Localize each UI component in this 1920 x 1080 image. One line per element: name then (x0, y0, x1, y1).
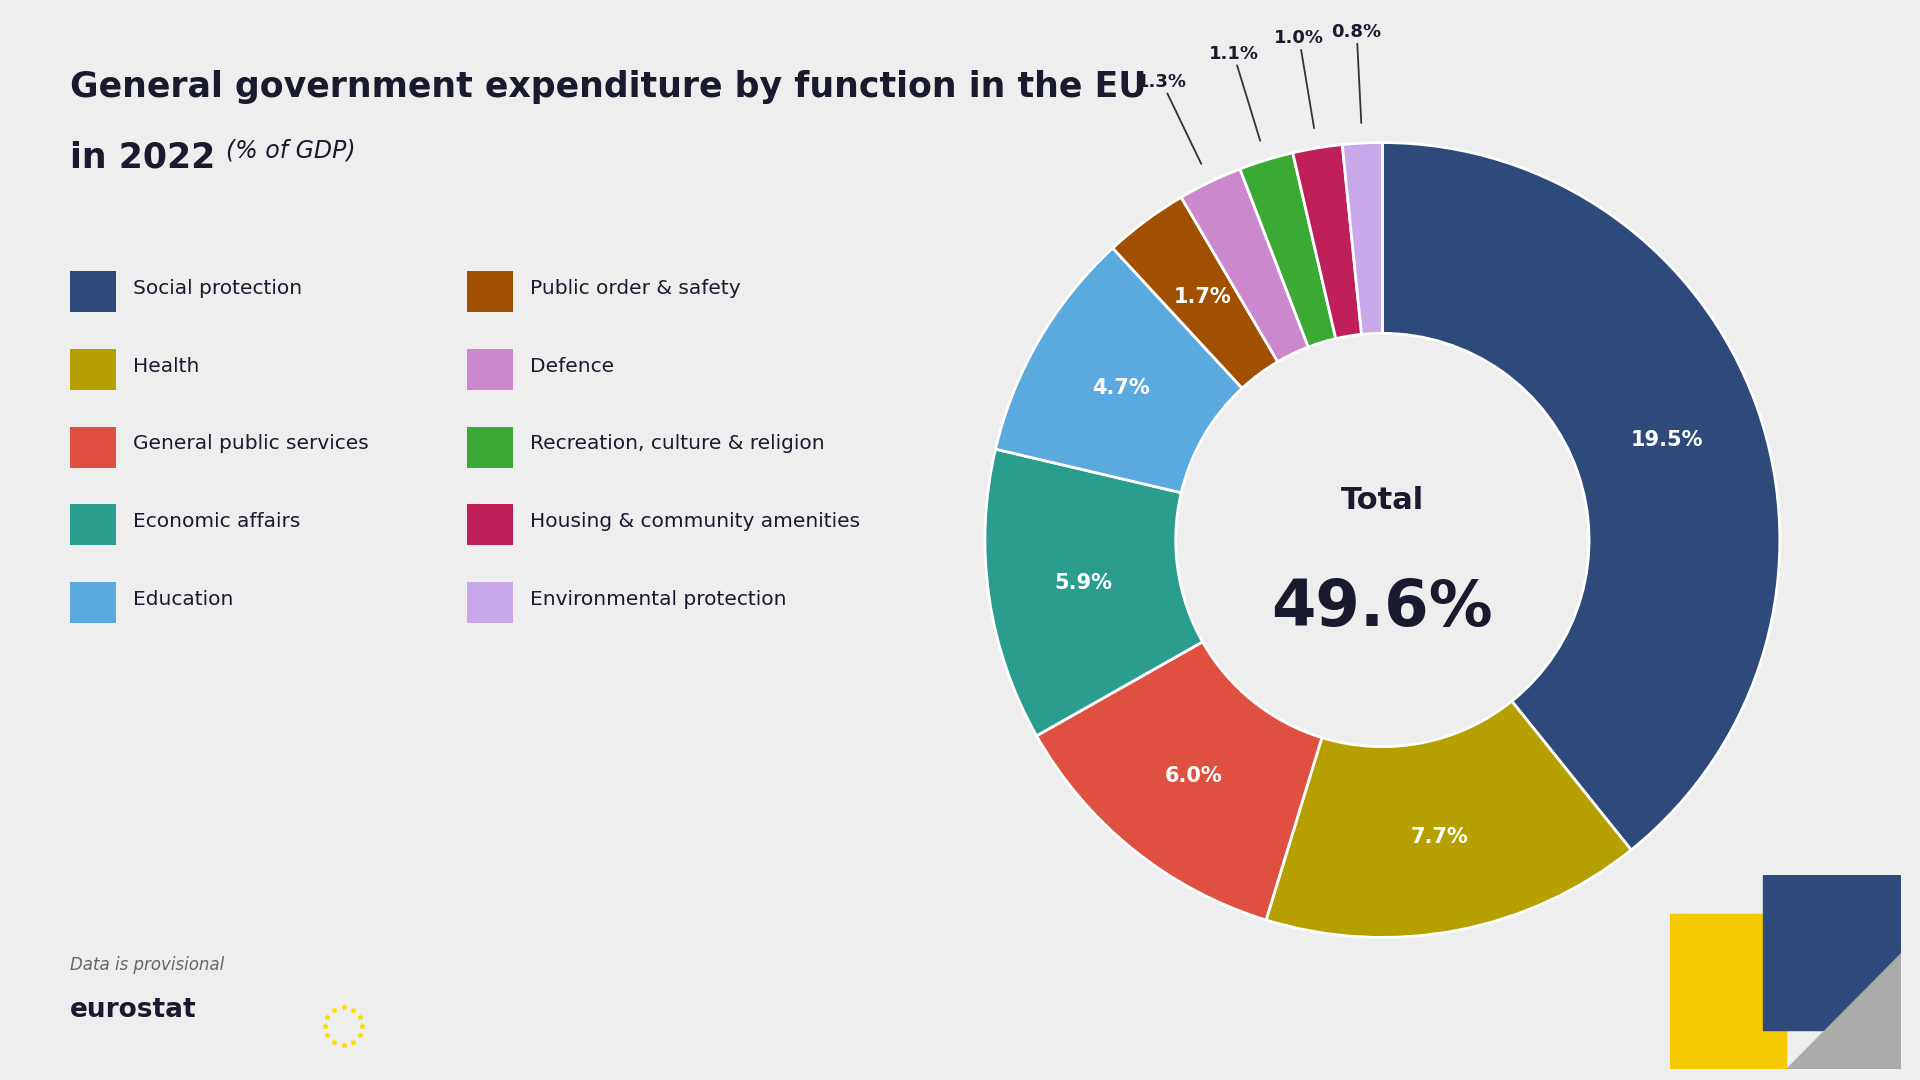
Text: in 2022: in 2022 (69, 140, 215, 174)
FancyBboxPatch shape (69, 349, 117, 390)
Text: (% of GDP): (% of GDP) (227, 138, 355, 162)
Text: Social protection: Social protection (132, 279, 301, 298)
FancyBboxPatch shape (69, 582, 117, 623)
Text: Public order & safety: Public order & safety (530, 279, 741, 298)
Wedge shape (1382, 143, 1780, 850)
Wedge shape (1342, 143, 1382, 335)
Text: 5.9%: 5.9% (1054, 572, 1112, 593)
FancyBboxPatch shape (69, 427, 117, 468)
Text: General government expenditure by function in the EU: General government expenditure by functi… (69, 70, 1146, 104)
Text: 7.7%: 7.7% (1411, 826, 1469, 847)
Text: Total: Total (1340, 486, 1425, 515)
Text: Recreation, culture & religion: Recreation, culture & religion (530, 434, 826, 454)
Text: eurostat: eurostat (69, 997, 196, 1023)
Text: 6.0%: 6.0% (1164, 766, 1223, 785)
Wedge shape (1181, 168, 1308, 362)
FancyBboxPatch shape (467, 349, 513, 390)
Text: Defence: Defence (530, 356, 614, 376)
Text: Education: Education (132, 590, 234, 609)
FancyBboxPatch shape (467, 427, 513, 468)
Wedge shape (1292, 145, 1361, 339)
Wedge shape (1240, 152, 1336, 347)
Text: 1.7%: 1.7% (1173, 287, 1231, 308)
Text: Environmental protection: Environmental protection (530, 590, 787, 609)
Text: 0.8%: 0.8% (1332, 23, 1382, 123)
Wedge shape (1037, 642, 1321, 920)
Text: 1.3%: 1.3% (1137, 72, 1202, 164)
Text: Economic affairs: Economic affairs (132, 512, 301, 531)
FancyBboxPatch shape (467, 582, 513, 623)
FancyBboxPatch shape (69, 504, 117, 545)
Polygon shape (1763, 875, 1901, 1030)
Polygon shape (1786, 953, 1901, 1069)
Wedge shape (1114, 198, 1277, 388)
Text: 19.5%: 19.5% (1632, 430, 1703, 449)
Text: 4.7%: 4.7% (1092, 378, 1150, 397)
Text: 1.0%: 1.0% (1275, 29, 1325, 129)
Text: Data is provisional: Data is provisional (69, 956, 225, 974)
Text: General public services: General public services (132, 434, 369, 454)
Text: 49.6%: 49.6% (1271, 577, 1494, 638)
Polygon shape (1670, 914, 1786, 1069)
FancyBboxPatch shape (69, 271, 117, 312)
Text: Health: Health (132, 356, 200, 376)
Wedge shape (1265, 701, 1632, 937)
Text: Housing & community amenities: Housing & community amenities (530, 512, 860, 531)
Wedge shape (995, 248, 1242, 492)
FancyBboxPatch shape (467, 271, 513, 312)
Wedge shape (985, 449, 1202, 735)
Text: 1.1%: 1.1% (1208, 44, 1260, 140)
FancyBboxPatch shape (467, 504, 513, 545)
